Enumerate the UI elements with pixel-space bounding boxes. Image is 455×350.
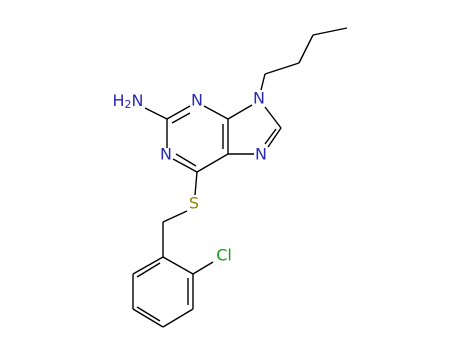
bonds — [132, 27, 348, 328]
amine-label: H2N — [113, 91, 144, 112]
atom-label: N — [253, 89, 265, 108]
atom-label: S — [189, 194, 199, 213]
atom-label: Cl — [216, 246, 232, 265]
atom-label: N — [160, 145, 172, 164]
atom-label: N — [255, 145, 267, 164]
atom-label: N — [191, 91, 203, 110]
